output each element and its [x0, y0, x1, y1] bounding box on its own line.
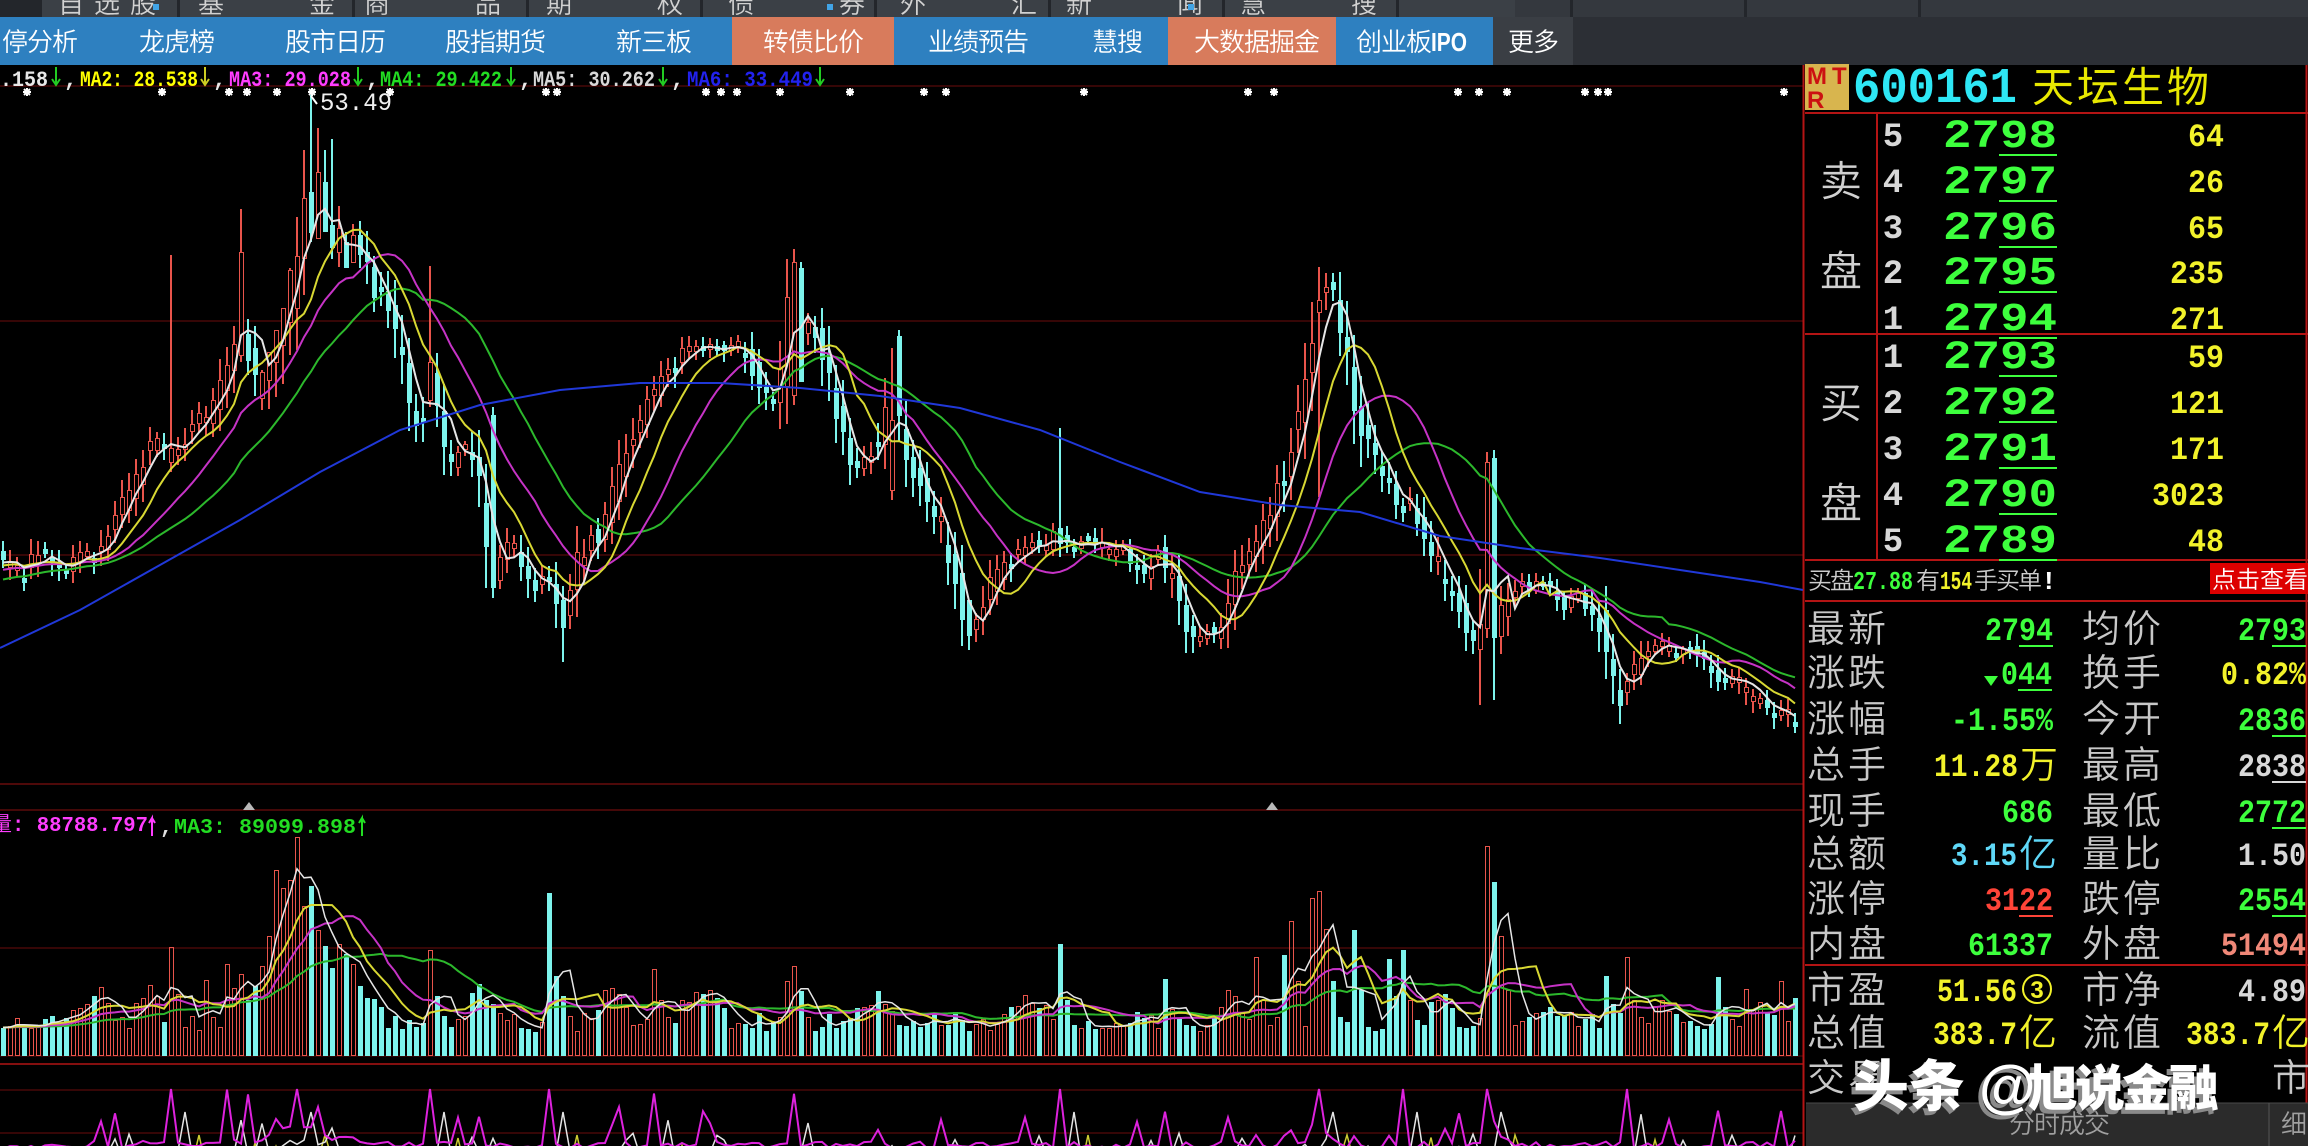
- svg-text:2793: 2793: [1943, 336, 2057, 381]
- svg-text:2: 2: [1883, 256, 1903, 294]
- svg-text:51494: 51494: [2221, 928, 2306, 965]
- svg-text:@: @: [1975, 1058, 2032, 1123]
- svg-text:1.50: 1.50: [2238, 838, 2306, 875]
- svg-text:2796: 2796: [1943, 207, 2057, 252]
- svg-text:2772: 2772: [2238, 795, 2306, 832]
- svg-text:2792: 2792: [1943, 382, 2057, 427]
- svg-text:044: 044: [2001, 657, 2052, 694]
- svg-text:R: R: [1807, 87, 1824, 114]
- svg-text:2836: 2836: [2238, 703, 2306, 740]
- svg-text:61337: 61337: [1968, 928, 2053, 965]
- svg-text:383.7: 383.7: [1933, 1017, 2017, 1054]
- svg-text:2797: 2797: [1943, 161, 2057, 206]
- svg-text:4: 4: [1883, 165, 1903, 203]
- svg-text:1: 1: [1883, 340, 1903, 378]
- svg-text:2789: 2789: [1943, 520, 2057, 565]
- svg-text:3023: 3023: [2152, 478, 2224, 515]
- svg-text:0.82%: 0.82%: [2221, 657, 2307, 694]
- svg-text:IPO: IPO: [1431, 27, 1467, 57]
- svg-text:59: 59: [2188, 340, 2224, 377]
- svg-text:,: ,: [160, 817, 173, 840]
- svg-text:MA5: 30.262: MA5: 30.262: [533, 68, 655, 93]
- svg-text:48: 48: [2188, 524, 2224, 561]
- svg-text:2791: 2791: [1943, 428, 2057, 473]
- svg-text:2798: 2798: [1943, 115, 2057, 160]
- svg-text:: 88788.797: : 88788.797: [12, 815, 148, 838]
- svg-text:3: 3: [1883, 211, 1903, 249]
- svg-text:MA4: 29.422: MA4: 29.422: [380, 68, 502, 93]
- svg-text:2554: 2554: [2238, 883, 2306, 920]
- svg-text:2795: 2795: [1943, 252, 2057, 297]
- svg-text:65: 65: [2188, 211, 2224, 248]
- svg-text:MA3: 89099.898: MA3: 89099.898: [174, 817, 356, 840]
- svg-text:600161: 600161: [1853, 61, 2017, 118]
- svg-text:3: 3: [1883, 432, 1903, 470]
- svg-text:5: 5: [1883, 524, 1903, 562]
- svg-text:5: 5: [1883, 119, 1903, 157]
- svg-text:235: 235: [2170, 256, 2224, 293]
- svg-text:,: ,: [213, 68, 226, 93]
- svg-text:383.7: 383.7: [2186, 1017, 2270, 1054]
- svg-text:26: 26: [2188, 165, 2224, 202]
- svg-text:!: !: [2041, 567, 2057, 597]
- svg-text:53.49: 53.49: [320, 89, 392, 118]
- svg-text:2: 2: [1883, 386, 1903, 424]
- svg-text:51.56: 51.56: [1937, 974, 2017, 1011]
- svg-text:1: 1: [1883, 302, 1903, 340]
- svg-text:2794: 2794: [1985, 613, 2053, 650]
- svg-text:2838: 2838: [2238, 749, 2306, 786]
- svg-text:2790: 2790: [1943, 474, 2057, 519]
- svg-text:27.88: 27.88: [1853, 567, 1913, 597]
- svg-text:4.89: 4.89: [2238, 974, 2306, 1011]
- svg-text:MA2: 28.538: MA2: 28.538: [80, 68, 198, 93]
- svg-text:3122: 3122: [1985, 883, 2053, 920]
- svg-text:121: 121: [2170, 386, 2224, 423]
- svg-text:,: ,: [671, 68, 684, 93]
- svg-text:686: 686: [2002, 795, 2053, 832]
- svg-text:154: 154: [1940, 567, 1972, 597]
- svg-text:271: 271: [2170, 302, 2224, 339]
- svg-text:,: ,: [366, 68, 379, 93]
- svg-text:@: @: [1979, 1054, 2036, 1119]
- svg-text:-1.55%: -1.55%: [1951, 703, 2054, 740]
- svg-text:2793: 2793: [2238, 613, 2306, 650]
- svg-text:2794: 2794: [1943, 298, 2057, 343]
- svg-text:4: 4: [1883, 478, 1903, 516]
- svg-text:M: M: [1807, 63, 1827, 90]
- svg-text:,: ,: [64, 68, 77, 93]
- svg-text:,: ,: [519, 68, 532, 93]
- svg-text:64: 64: [2188, 119, 2224, 156]
- svg-text:11.28: 11.28: [1934, 749, 2018, 786]
- svg-text:3.15: 3.15: [1951, 838, 2017, 875]
- svg-text:3: 3: [2030, 977, 2043, 1004]
- svg-text:171: 171: [2170, 432, 2224, 469]
- svg-text:.158: .158: [0, 68, 48, 93]
- svg-text:T: T: [1832, 63, 1847, 90]
